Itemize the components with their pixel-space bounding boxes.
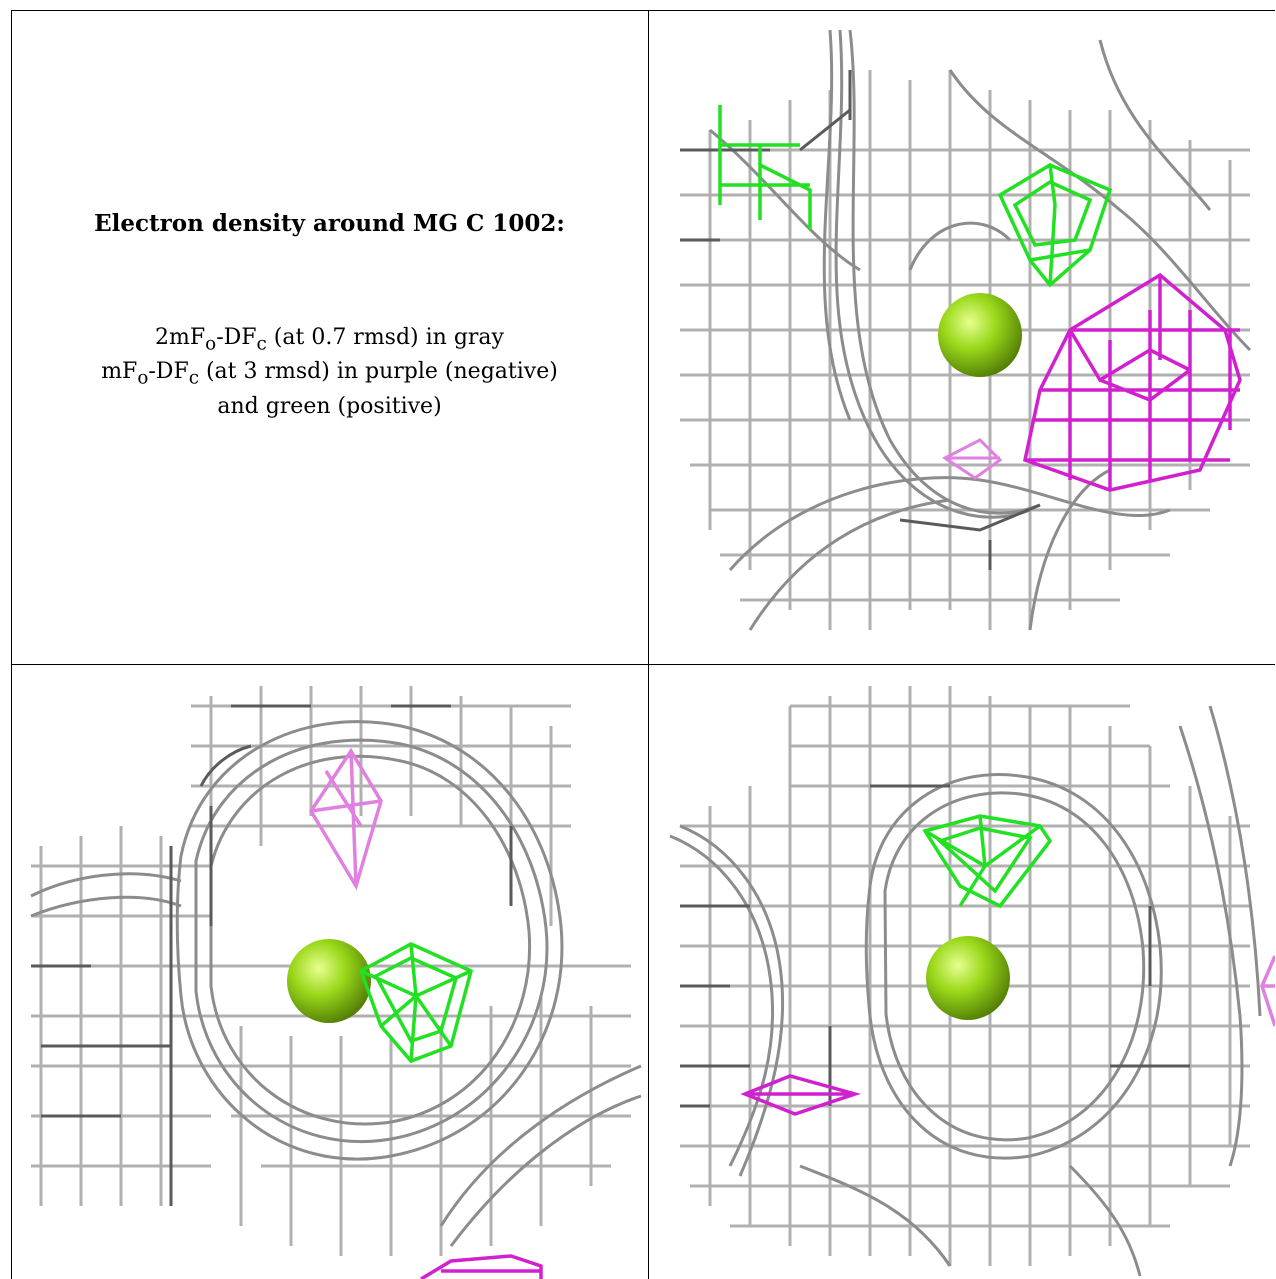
negative-density-right-edge: [1260, 955, 1275, 1027]
frame-divider-horizontal: [11, 664, 1275, 665]
caption-panel: Electron density around MG C 1002: 2mFo-…: [11, 10, 648, 664]
magnesium-ion-atom: [287, 939, 371, 1023]
gray-mesh-ring: [30, 720, 642, 1247]
gray-mesh-ring: [669, 705, 1262, 1277]
legend-line-mfo-dfc: mFo-DFc (at 3 rmsd) in purple (negative): [101, 359, 558, 389]
density-view-3: [650, 666, 1275, 1279]
density-view-2: [11, 666, 648, 1279]
negative-density-top: [308, 747, 383, 891]
frame-divider-vertical: [648, 10, 649, 1279]
legend-line-positive: and green (positive): [217, 393, 442, 419]
magnesium-ion-atom: [938, 293, 1022, 377]
positive-density-top-left: [718, 105, 812, 230]
negative-density-bottom: [420, 1254, 543, 1279]
figure-frame: Electron density around MG C 1002: 2mFo-…: [11, 10, 1275, 1279]
gray-mesh-curves: [709, 29, 1252, 631]
negative-density-small-faint: [942, 438, 1003, 480]
positive-density-top: [922, 814, 1053, 909]
negative-density-bottom-left: [740, 1074, 861, 1116]
caption-legend: 2mFo-DFc (at 0.7 rmsd) in gray mFo-DFc (…: [11, 324, 648, 421]
legend-line-2mfo-dfc: 2mFo-DFc (at 0.7 rmsd) in gray: [155, 325, 504, 355]
frame-border-left: [11, 10, 12, 1279]
gray-mesh-dark-edges: [680, 70, 1041, 570]
gray-mesh-dark-edges: [31, 704, 513, 1206]
gray-mesh-dark-edges: [680, 784, 1190, 1108]
negative-density-right: [1022, 272, 1242, 492]
positive-density-center: [358, 942, 474, 1064]
density-view-1: [650, 10, 1275, 664]
frame-border-top: [11, 10, 1275, 11]
magnesium-ion-atom: [926, 936, 1010, 1020]
positive-density-top: [997, 163, 1113, 288]
caption-title: Electron density around MG C 1002:: [94, 210, 565, 237]
